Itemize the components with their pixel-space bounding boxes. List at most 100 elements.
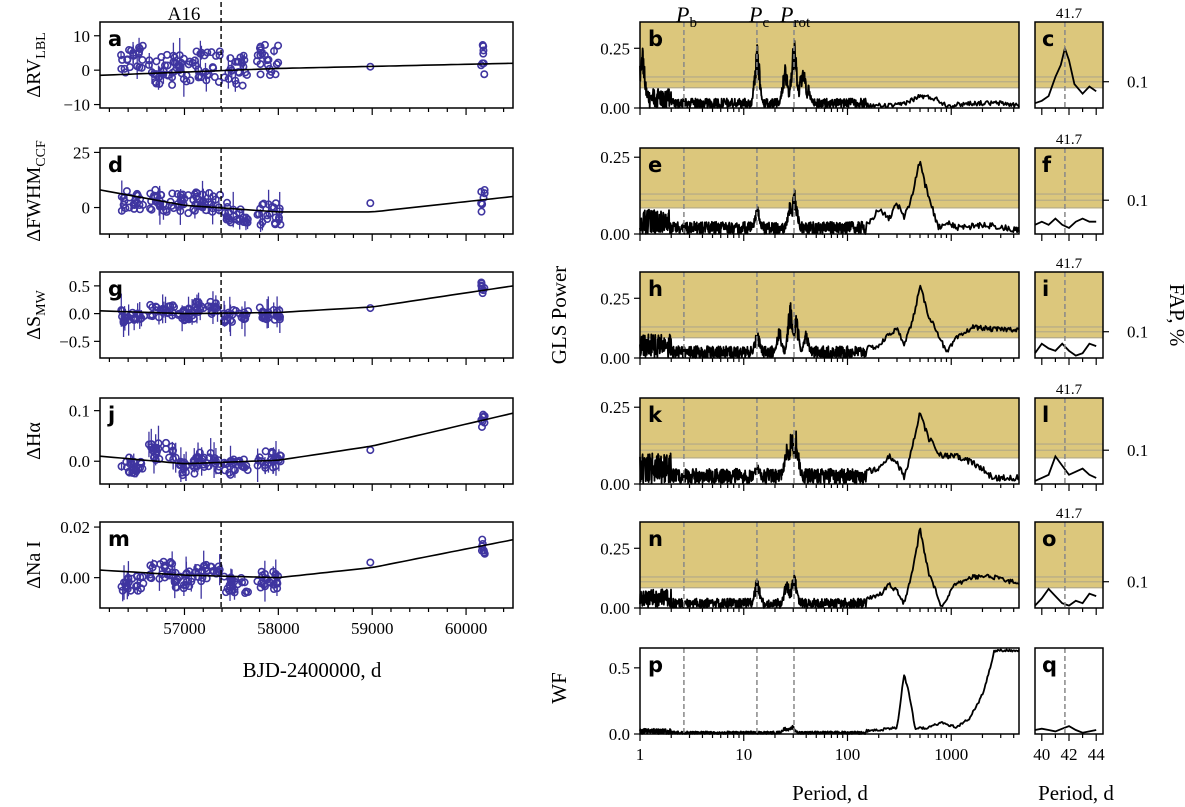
y-tick-label: 0.02	[60, 518, 90, 537]
panel-a: 10 0 −10 a ΔRVLBL	[23, 2, 514, 115]
panel-letter: j	[107, 403, 115, 427]
data-point	[183, 314, 192, 323]
panel-frame	[639, 647, 1020, 735]
trend-curve	[99, 62, 514, 77]
y-tick-label: 0.25	[600, 289, 630, 308]
data-point	[269, 580, 278, 589]
data-point	[366, 304, 375, 313]
y-tick-label: −10	[63, 96, 90, 115]
y-tick-label: −0.5	[59, 332, 90, 351]
periodogram-line	[639, 39, 1020, 109]
panel-frame	[639, 21, 1020, 109]
data-point	[122, 463, 131, 472]
data-point	[207, 307, 216, 316]
data-point	[237, 573, 246, 582]
pc-label: Pc	[748, 2, 769, 31]
data-point	[169, 204, 178, 213]
left-xlabel: BJD-2400000, d	[243, 658, 382, 682]
data-point	[235, 214, 244, 223]
prot-sub: rot	[793, 15, 810, 31]
y-axis-label: ΔFWHMCCF	[23, 140, 49, 242]
x-tick-label: 10	[735, 745, 752, 764]
fap-region	[640, 398, 1019, 458]
data-point	[274, 58, 283, 67]
panel-d: 25 0 d ΔFWHMCCF	[23, 140, 514, 242]
data-point	[118, 55, 127, 64]
zoom-period-label: 41.7	[1056, 6, 1083, 22]
data-point	[170, 53, 179, 62]
data-point	[226, 64, 235, 73]
data-point	[272, 60, 281, 69]
data-point	[124, 316, 133, 325]
panel-letter: c	[1042, 27, 1054, 51]
data-point	[135, 45, 144, 54]
panel-letter: o	[1042, 527, 1056, 551]
fap-tick-label: 0.1	[1127, 323, 1148, 342]
zoom-periodogram-line	[1034, 454, 1097, 482]
y-tick-label: 0.0	[609, 725, 630, 744]
x-tick-label: 60000	[445, 619, 488, 638]
pc-sub: c	[762, 15, 769, 31]
time-series-panels: 10 0 −10 a ΔRVLBL 25 0 d ΔFWHMCCF 0.5 0.0 −0.5 g ΔSMW…	[23, 2, 514, 638]
data-point	[120, 578, 129, 587]
data-point	[128, 574, 137, 583]
y-tick-label: 0.25	[600, 148, 630, 167]
zoom-period-label: 41.7	[1056, 256, 1083, 272]
y-axis-label: ΔSMW	[23, 289, 49, 339]
data-point	[215, 51, 224, 60]
data-point	[211, 302, 220, 311]
pb-main: P	[675, 2, 689, 27]
data-point	[243, 588, 252, 597]
fap-region	[640, 22, 1019, 88]
data-point	[122, 187, 131, 196]
periodogram-line	[639, 160, 1020, 235]
data-point	[124, 573, 133, 582]
x-tick-label: 1	[636, 745, 645, 764]
zoom-periodogram-line	[1034, 217, 1097, 229]
panel-frame	[99, 521, 514, 609]
data-point	[477, 546, 486, 555]
data-point	[166, 558, 175, 567]
panel-letter: k	[648, 403, 663, 427]
panel-k: 0.25 0.00 k	[600, 397, 1020, 494]
data-point	[125, 203, 134, 212]
y-label-main: ΔNa I	[23, 541, 45, 589]
data-point	[204, 198, 213, 207]
data-point	[170, 58, 179, 67]
zoom-periodogram-line	[1034, 725, 1097, 734]
fap-ylabel: FAP, %	[1165, 284, 1185, 347]
data-point	[275, 315, 284, 324]
zoom-period-label: 41.7	[1056, 132, 1083, 148]
panel-g: 0.5 0.0 −0.5 g ΔSMW	[23, 271, 514, 365]
data-point	[138, 200, 147, 209]
data-point	[152, 57, 161, 66]
data-point	[117, 462, 126, 471]
fap-region	[640, 522, 1019, 588]
data-point	[191, 61, 200, 70]
pb-label: Pb	[675, 2, 697, 31]
data-point	[126, 586, 135, 595]
x-tick-label: 57000	[163, 619, 206, 638]
data-point	[366, 558, 375, 567]
data-point	[168, 73, 177, 82]
data-point	[173, 575, 182, 584]
data-point	[131, 466, 140, 475]
data-point	[146, 300, 155, 309]
data-point	[133, 581, 142, 590]
data-point	[261, 447, 270, 456]
fap-region	[1035, 148, 1103, 208]
data-point	[274, 41, 283, 50]
data-point	[270, 47, 279, 56]
data-point	[366, 446, 375, 455]
data-point	[227, 317, 236, 326]
data-point	[238, 578, 247, 587]
panel-p: 0.5 0.0 p	[609, 647, 1020, 744]
panel-l: 0.1 41.7 l	[1034, 382, 1148, 491]
panel-frame	[639, 271, 1020, 359]
data-point	[270, 315, 279, 324]
data-point	[226, 583, 235, 592]
data-point	[175, 63, 184, 72]
y-tick-label: 0.25	[600, 39, 630, 58]
data-point	[193, 200, 202, 209]
